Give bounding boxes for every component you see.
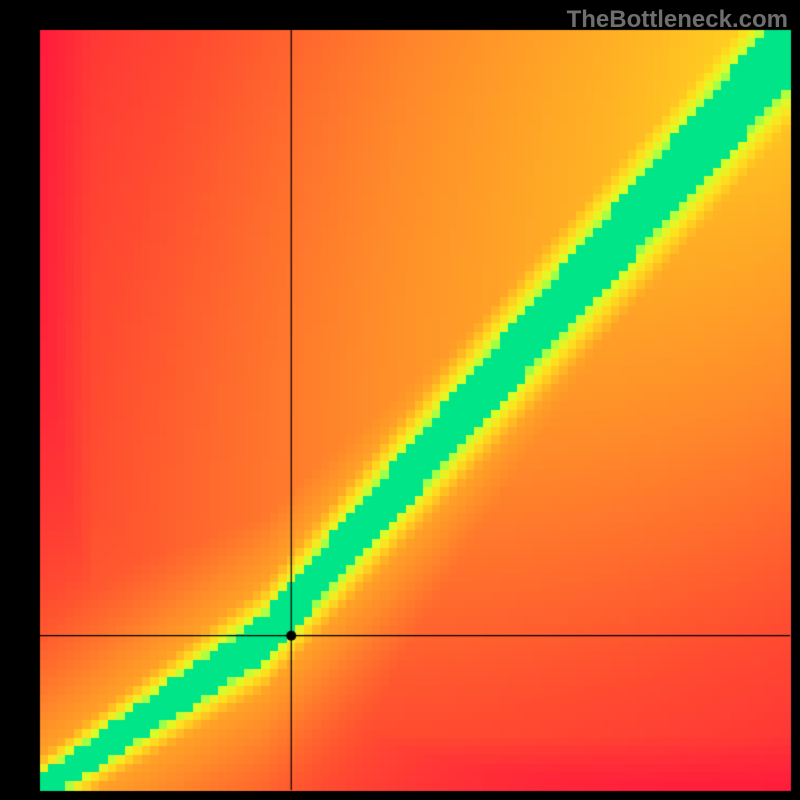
bottleneck-heatmap	[0, 0, 800, 800]
